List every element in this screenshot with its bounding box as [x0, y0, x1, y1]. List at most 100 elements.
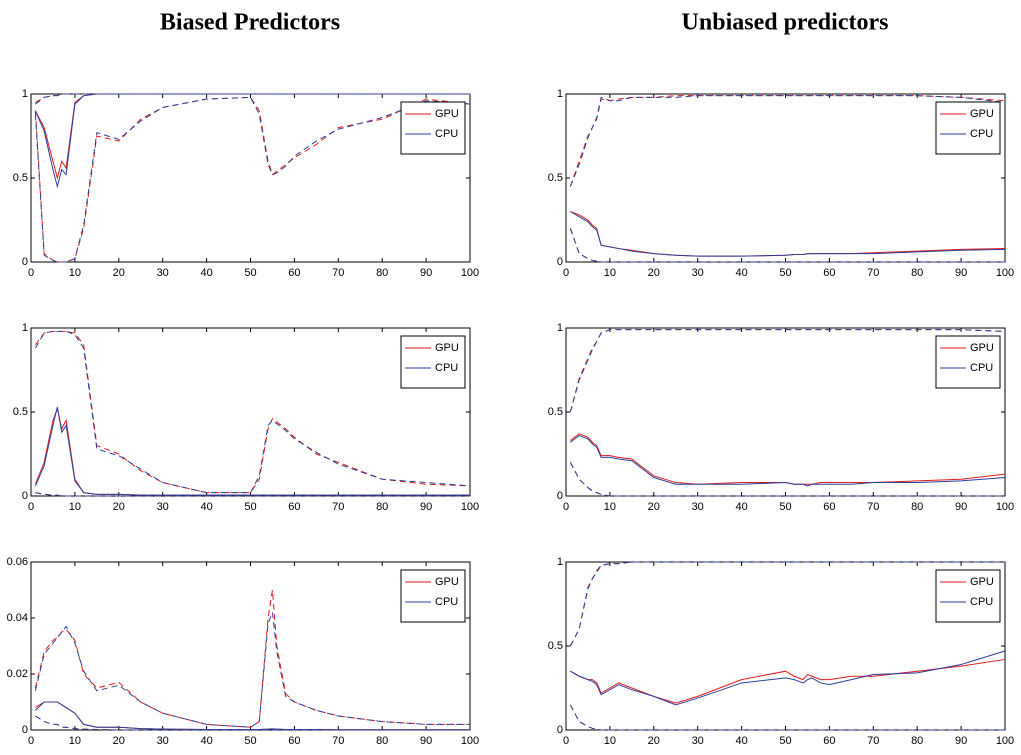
plot-area [565, 561, 1006, 731]
y-tick-label: 0 [557, 724, 563, 736]
legend-label: CPU [435, 128, 458, 140]
x-tick-label: 70 [867, 267, 879, 279]
legend-label: CPU [970, 596, 993, 608]
dashed-line [35, 715, 470, 731]
y-tick-label: 0.5 [13, 172, 28, 184]
dashed-line [569, 561, 1005, 647]
dashed-line [34, 330, 471, 494]
x-tick-label: 20 [648, 501, 660, 513]
x-tick-label: 30 [692, 267, 704, 279]
legend [400, 569, 466, 623]
line [35, 701, 470, 731]
x-tick-label: 100 [996, 735, 1014, 747]
x-tick-label: 20 [113, 735, 125, 747]
line [570, 211, 1006, 257]
x-tick-label: 40 [200, 501, 212, 513]
column-heading: Unbiased predictors [682, 10, 889, 36]
x-tick-label: 90 [420, 267, 432, 279]
x-tick-label: 50 [779, 267, 791, 279]
x-tick-label: 70 [332, 501, 344, 513]
x-tick-label: 0 [563, 735, 569, 747]
dashed-line [569, 462, 1005, 497]
legend-label: GPU [970, 576, 994, 588]
x-tick-label: 100 [461, 501, 479, 513]
x-tick-label: 80 [376, 267, 388, 279]
x-tick-label: 90 [955, 267, 967, 279]
x-tick-label: 20 [648, 267, 660, 279]
x-tick-label: 30 [692, 735, 704, 747]
x-tick-label: 80 [376, 735, 388, 747]
x-tick-label: 40 [200, 735, 212, 747]
x-tick-label: 60 [823, 267, 835, 279]
x-tick-label: 60 [288, 735, 300, 747]
plot-area [565, 327, 1006, 497]
x-tick-label: 100 [996, 501, 1014, 513]
legend-label: GPU [970, 108, 994, 120]
legend [400, 101, 466, 155]
y-tick-label: 0.5 [548, 406, 563, 418]
x-tick-label: 50 [244, 267, 256, 279]
dashed-line [34, 96, 471, 263]
x-tick-label: 60 [823, 735, 835, 747]
x-tick-label: 90 [955, 501, 967, 513]
y-tick-label: 1 [22, 322, 28, 334]
x-tick-label: 10 [604, 735, 616, 747]
y-tick-label: 0.02 [7, 668, 28, 680]
x-tick-label: 0 [563, 501, 569, 513]
legend-label: CPU [435, 362, 458, 374]
x-tick-label: 60 [288, 501, 300, 513]
x-tick-label: 100 [461, 735, 479, 747]
legend-label: CPU [970, 362, 993, 374]
x-tick-label: 70 [867, 735, 879, 747]
x-tick-label: 10 [604, 501, 616, 513]
line [570, 433, 1006, 485]
x-tick-label: 80 [911, 501, 923, 513]
dashed-line [569, 329, 1006, 413]
legend [400, 335, 466, 389]
legend-label: GPU [435, 576, 459, 588]
x-tick-label: 80 [376, 501, 388, 513]
dashed-line [34, 612, 470, 728]
legend [935, 335, 1001, 389]
x-tick-label: 10 [69, 501, 81, 513]
plot-area [30, 561, 471, 731]
dashed-line [35, 492, 470, 497]
x-tick-label: 40 [735, 735, 747, 747]
x-tick-label: 30 [157, 267, 169, 279]
legend-label: GPU [435, 342, 459, 354]
dashed-line [35, 93, 470, 105]
dashed-line [569, 228, 1005, 263]
y-tick-label: 0.5 [548, 640, 563, 652]
y-tick-label: 0.5 [548, 172, 563, 184]
x-tick-label: 20 [648, 735, 660, 747]
y-tick-label: 0 [557, 256, 563, 268]
y-tick-label: 0 [22, 490, 28, 502]
line [570, 658, 1006, 704]
x-tick-label: 70 [332, 735, 344, 747]
plot-area [30, 93, 471, 263]
x-tick-label: 30 [157, 501, 169, 513]
x-tick-label: 90 [420, 735, 432, 747]
line [570, 434, 1006, 487]
legend-label: CPU [970, 128, 993, 140]
x-tick-label: 50 [779, 501, 791, 513]
dashed-line [569, 704, 1005, 731]
x-tick-label: 60 [288, 267, 300, 279]
line [570, 650, 1006, 706]
legend [935, 101, 1001, 155]
x-tick-label: 90 [420, 501, 432, 513]
y-tick-label: 0 [22, 256, 28, 268]
x-tick-label: 50 [244, 735, 256, 747]
y-tick-label: 0.06 [7, 556, 28, 568]
x-tick-label: 20 [113, 267, 125, 279]
y-tick-label: 1 [22, 88, 28, 100]
line [34, 406, 470, 496]
column-heading: Biased Predictors [160, 10, 340, 36]
y-tick-label: 0.5 [13, 406, 28, 418]
legend-label: CPU [435, 596, 458, 608]
x-tick-label: 10 [69, 267, 81, 279]
x-tick-label: 50 [244, 501, 256, 513]
x-tick-label: 40 [200, 267, 212, 279]
x-tick-label: 40 [735, 501, 747, 513]
